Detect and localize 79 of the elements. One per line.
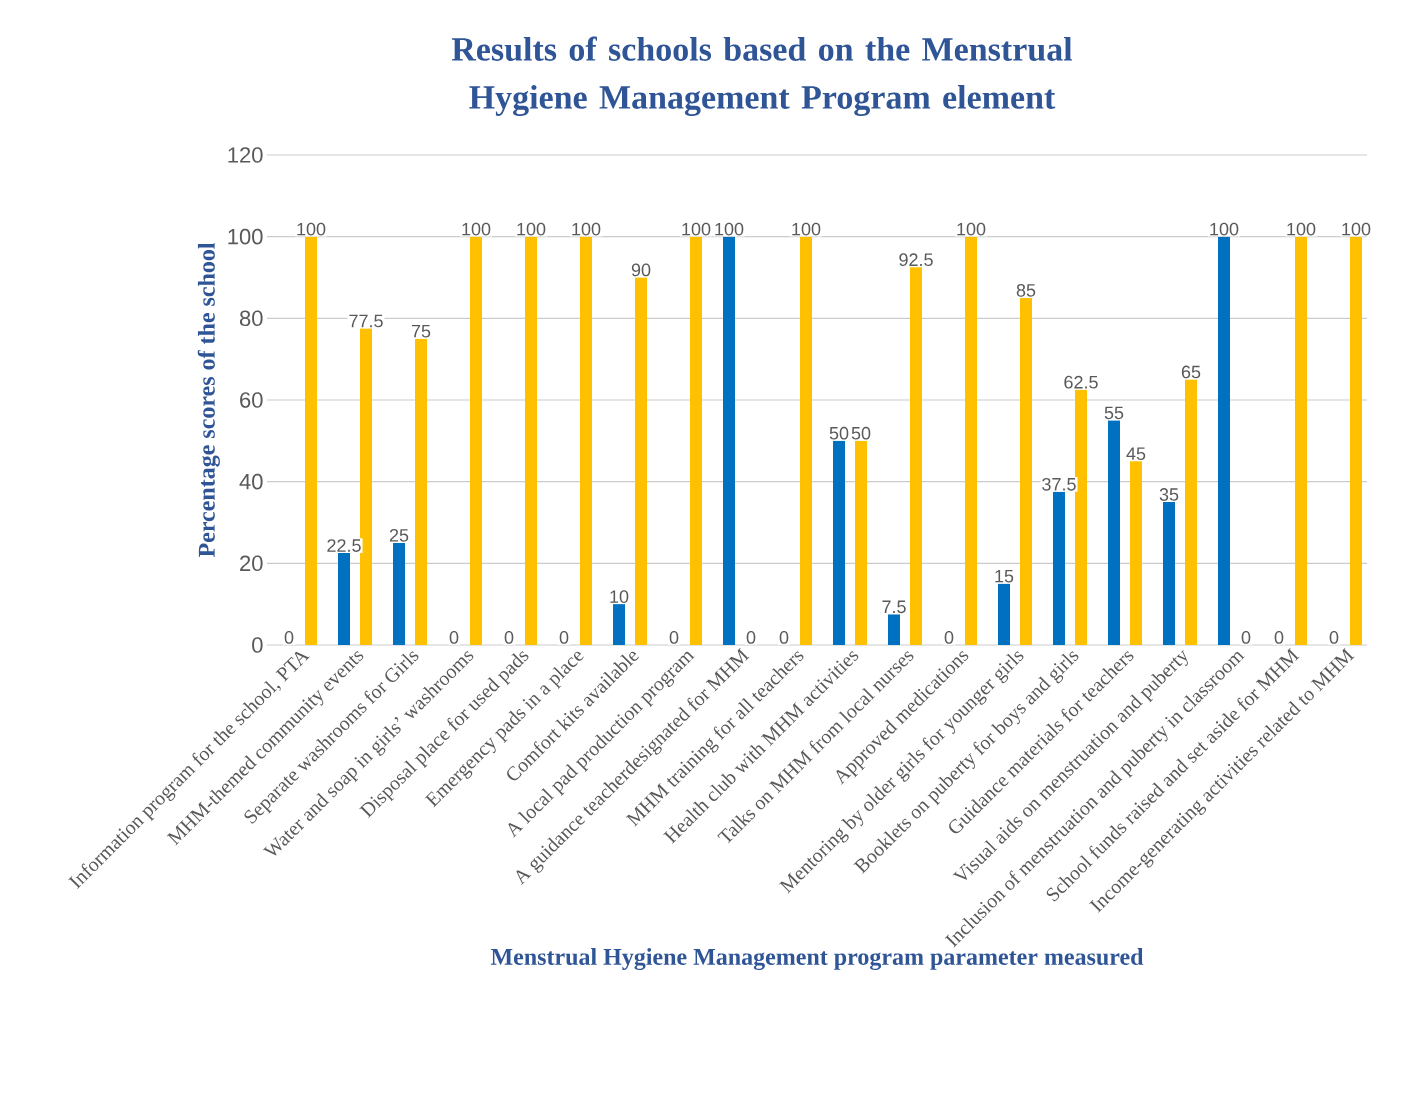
bar — [360, 328, 372, 645]
data-label: 0 — [284, 631, 294, 644]
data-label: 0 — [779, 631, 789, 644]
y-tick-label: 120 — [228, 147, 263, 163]
data-label: 7.5 — [882, 600, 906, 614]
bar — [1052, 491, 1065, 645]
data-label: 100 — [1342, 222, 1371, 236]
data-label: 0 — [559, 631, 569, 644]
y-tick-label: 100 — [228, 228, 263, 245]
data-label: 37.5 — [1042, 477, 1076, 491]
data-label: 10 — [610, 590, 629, 603]
data-label: 50 — [829, 426, 849, 440]
bar — [635, 277, 647, 645]
bar — [393, 542, 406, 645]
data-label: 62.5 — [1064, 375, 1098, 389]
data-label: 0 — [1274, 631, 1284, 644]
bar — [1162, 502, 1175, 645]
data-label: 100 — [957, 222, 986, 236]
bar — [910, 267, 922, 645]
data-label: 0 — [746, 631, 756, 644]
data-label: 100 — [1210, 222, 1239, 236]
y-tick-label: 60 — [240, 392, 263, 408]
bar — [1217, 236, 1230, 645]
data-label: 25 — [389, 528, 409, 542]
bar — [723, 236, 735, 645]
bar — [1074, 389, 1087, 645]
bar — [997, 583, 1010, 645]
data-label: 100 — [572, 222, 601, 236]
bar — [613, 604, 625, 645]
bar — [888, 614, 900, 645]
bar — [690, 236, 702, 645]
y-tick-label: 20 — [240, 555, 263, 572]
y-tick-label: 40 — [239, 473, 263, 490]
bar — [965, 236, 977, 645]
chart-title: Results of schools based on the Menstrual Hygiene Management Program element — [451, 36, 1073, 117]
data-label: 92.5 — [899, 253, 933, 267]
y-tick-label: 80 — [239, 310, 263, 327]
data-label: 35 — [1159, 488, 1179, 501]
data-label: 100 — [682, 222, 711, 236]
data-label: 55 — [1104, 406, 1124, 420]
y-axis-title: Percentage scores of the school — [197, 242, 220, 558]
data-label: 75 — [411, 324, 431, 338]
data-label: 0 — [944, 631, 954, 644]
bar — [1107, 420, 1120, 645]
data-label: 100 — [715, 222, 744, 236]
data-label: 100 — [517, 222, 546, 236]
data-label: 0 — [449, 631, 459, 644]
bar — [525, 236, 537, 645]
data-label: 100 — [297, 222, 326, 236]
x-axis-title: Menstrual Hygiene Management program parameter measured — [490, 948, 1144, 971]
data-label: 50 — [851, 426, 871, 440]
bar — [1129, 461, 1142, 645]
data-label: 0 — [1329, 631, 1339, 644]
bar — [800, 236, 812, 645]
bar — [338, 553, 350, 645]
data-label: 100 — [1287, 222, 1316, 236]
y-tick-label: 0 — [252, 637, 263, 653]
data-label: 100 — [462, 222, 491, 236]
data-label: 100 — [792, 222, 821, 236]
bar — [1294, 236, 1307, 645]
data-label: 90 — [631, 263, 651, 277]
bar — [580, 236, 592, 645]
bar — [470, 236, 482, 645]
data-label: 65 — [1181, 365, 1201, 379]
data-label: 77.5 — [349, 314, 383, 328]
bar — [1019, 297, 1032, 645]
data-label: 0 — [669, 631, 679, 644]
data-label: 22.5 — [327, 539, 361, 552]
data-label: 45 — [1126, 447, 1146, 461]
data-label: 15 — [995, 569, 1014, 583]
bar — [1184, 379, 1197, 645]
bar — [1349, 236, 1362, 645]
bar — [855, 440, 867, 645]
bar — [833, 440, 845, 645]
data-label: 0 — [1241, 631, 1251, 644]
data-label: 0 — [504, 631, 514, 644]
bar — [415, 338, 428, 645]
data-label: 85 — [1016, 283, 1036, 297]
bar — [305, 236, 318, 645]
